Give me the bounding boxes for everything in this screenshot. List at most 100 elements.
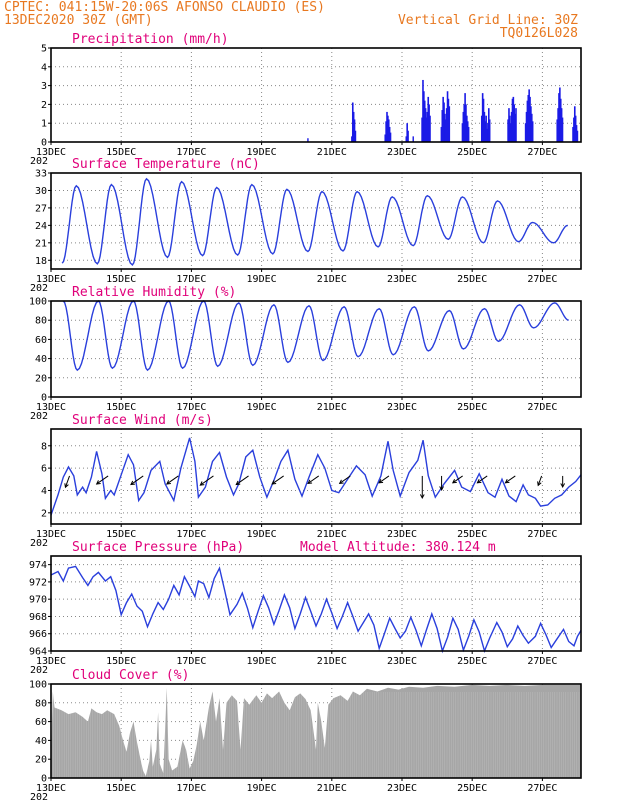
precip-bar [387,115,389,142]
wind-xtick-label: 15DEC [106,529,136,540]
precip-bar [485,115,487,142]
precip-bar [427,96,430,142]
precip-bar [423,91,425,142]
precip-bar [386,111,388,142]
rh-ytick-label: 60 [35,335,47,346]
wind-arrow-head [64,483,69,489]
cloud-ytick-label: 60 [35,717,47,728]
wind-xtick-label: 21DEC [317,529,347,540]
precip-ytick-label: 2 [41,100,47,111]
press-ytick-label: 964 [29,647,47,658]
temp-xtick-label: 21DEC [317,274,347,285]
wind-arrow-head [307,479,313,484]
wind-arrow-head [419,494,425,499]
press-xtick-label: 27DEC [527,656,557,667]
precip-bar [559,87,561,142]
precip-bar [486,128,488,142]
precip-bar [384,134,387,142]
press-xtick-label: 15DEC [106,656,136,667]
precip-bar [353,119,356,142]
wind-arrow [505,475,516,484]
wind-arrow-head [439,486,444,491]
rh-xtick-label: 21DEC [317,402,347,413]
precip-bar [466,121,469,142]
rh-ytick-label: 80 [35,316,47,327]
precip-bar [464,93,466,142]
precip-bar [484,121,487,142]
precip-bar [440,126,443,142]
rh-series-line [62,300,569,372]
rh-ytick-label: 0 [41,393,47,404]
precip-bar [527,95,530,142]
precip-year-fragment: 202 [30,156,48,167]
precip-bar [385,121,387,142]
rh-xtick-label: 15DEC [106,402,136,413]
wind-arrow-head [451,479,457,484]
precip-bar [510,111,513,142]
precip-bar [354,130,357,142]
temp-ytick-label: 30 [35,186,47,197]
precip-bar [461,123,464,142]
precip-bar [412,136,414,142]
header-grid-line: Vertical Grid Line: 30Z [398,13,578,28]
wind-arrow [271,475,284,485]
temp-ytick-label: 27 [35,203,47,214]
precip-bar [572,126,574,142]
precip-bar [388,126,391,142]
temp-xtick-label: 25DEC [457,274,487,285]
temp-ytick-label: 33 [35,169,47,180]
precip-bar [443,102,445,142]
wind-arrow-head [338,479,344,484]
wind-arrow-head [378,479,384,484]
panels: 0 1 2 3 4 5 13DEC 15DEC 17DEC 19DEC 21DEC 23DEC 25DE… [29,32,582,800]
precip-bar [480,115,483,142]
precip-bar [487,123,489,142]
press-ytick-label: 970 [29,595,47,606]
precip-ytick-label: 5 [41,44,47,55]
precip-bar [428,104,430,142]
rh-xtick-label: 17DEC [176,402,206,413]
precip-bar [512,96,515,142]
wind-arrow-head [476,479,482,484]
cloud-ytick-label: 40 [35,736,47,747]
precip-bar [574,115,577,142]
precip-xtick-label: 19DEC [247,147,277,158]
wind-arrow [235,475,249,485]
precip-bar [405,136,408,142]
precip-xtick-label: 25DEC [457,147,487,158]
rh-year-fragment: 202 [30,411,48,422]
press-frame [50,555,582,652]
precip-bar [441,110,444,142]
precip-bar [531,121,534,142]
cloud-xtick-label: 15DEC [106,783,136,794]
precip-bar [466,115,468,142]
rh-xtick-label: 25DEC [457,402,487,413]
cloud-ytick-label: 100 [29,680,47,691]
temp-xtick-label: 23DEC [387,274,417,285]
precip-bar [447,98,450,142]
rh-ytick-label: 20 [35,373,47,384]
precip-bar [573,117,575,142]
precip-bar [448,106,451,142]
precip-bar [576,130,579,142]
rh-title: Relative Humidity (%) [72,285,236,300]
temp-xtick-label: 15DEC [106,274,136,285]
temp-xtick-label: 17DEC [176,274,206,285]
press-xtick-label: 13DEC [36,656,66,667]
precip-bar [488,119,491,142]
wind-arrow [130,475,144,485]
wind-arrow [64,475,70,488]
precip-bar [421,117,423,142]
wind-arrow-head [130,480,135,486]
wind-arrow [96,475,109,485]
header-org-line: CPTEC: 041:15W-20:06S AFONSO CLAUDIO (ES… [4,0,325,15]
wind-arrow-head [199,481,205,486]
precip-ytick-label: 4 [41,62,47,73]
wind-arrow-head [95,480,101,485]
precip-bar [509,115,511,142]
temp-title: Surface Temperature (nC) [72,157,260,172]
cloud-xtick-label: 19DEC [247,783,277,794]
precip-bar [575,125,578,142]
precip-xtick-label: 23DEC [387,147,417,158]
precip-bar [422,79,424,142]
